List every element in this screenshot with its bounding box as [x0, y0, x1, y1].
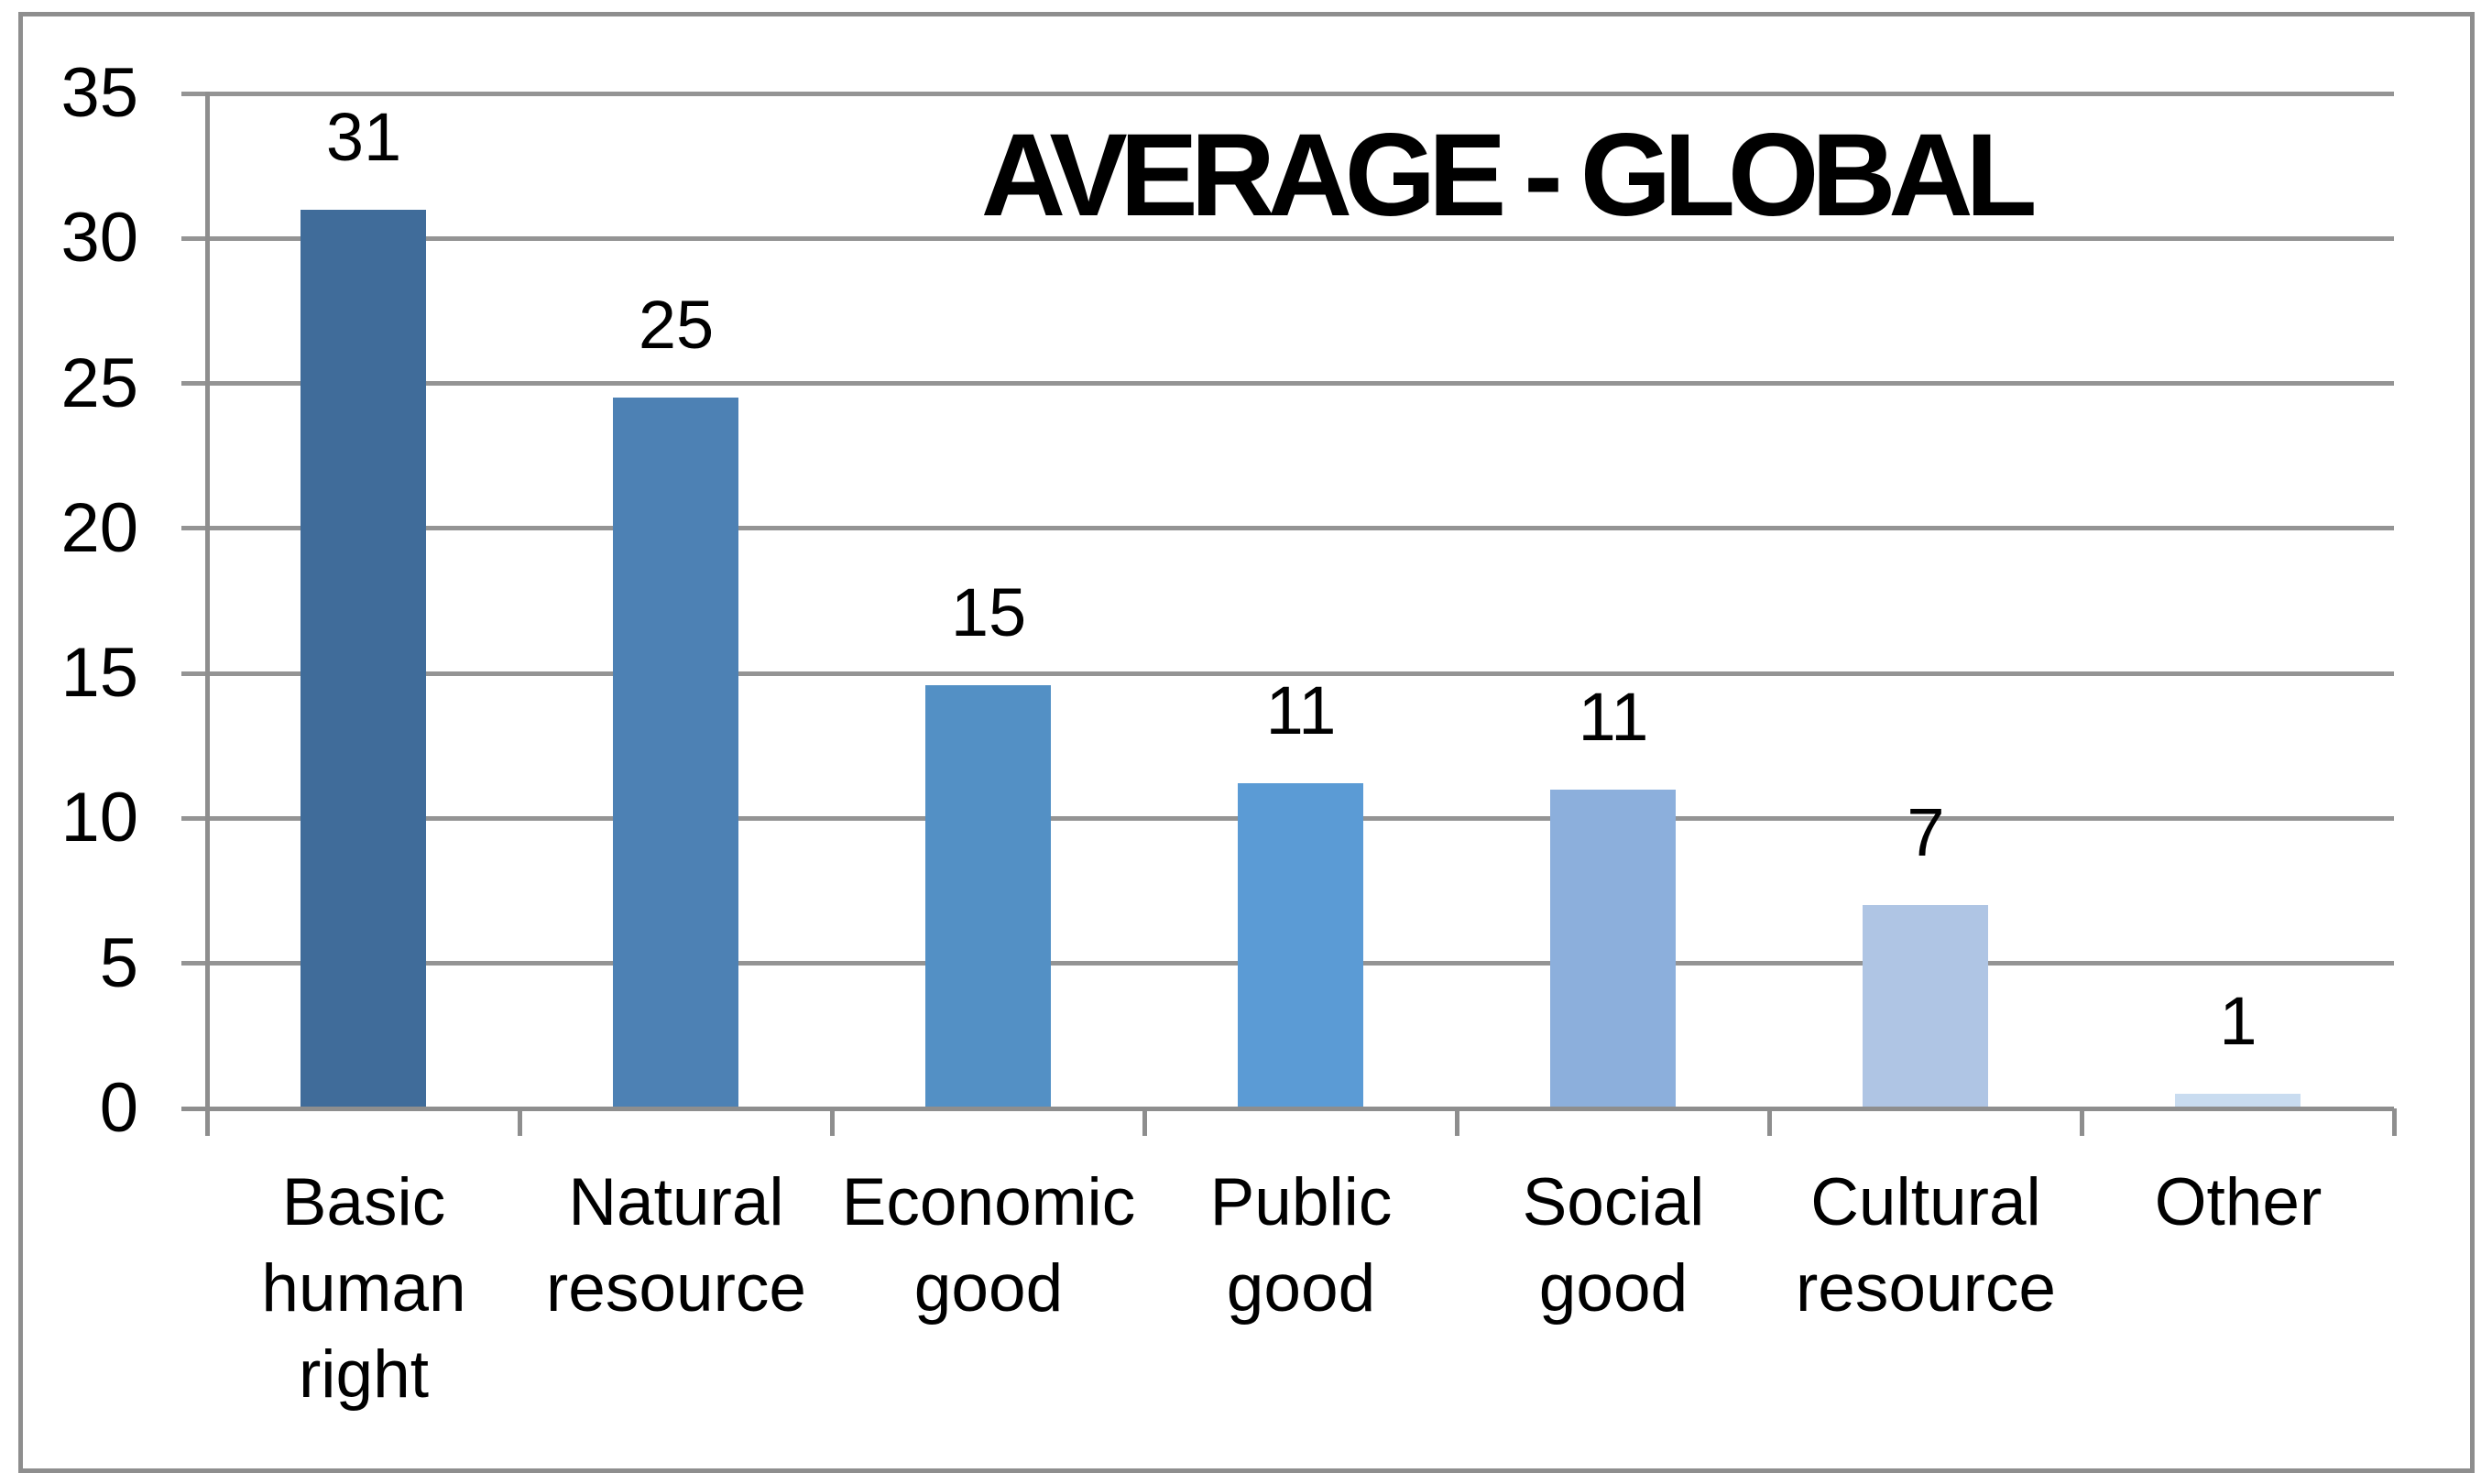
y-axis-label: 5	[99, 923, 138, 1002]
bar-public-good	[1238, 783, 1363, 1108]
category-tick	[829, 1108, 835, 1136]
category-label-natural-resource: Natural resource	[545, 1165, 806, 1326]
y-axis-label: 35	[60, 54, 138, 132]
data-label-natural-resource: 25	[638, 287, 715, 364]
category-label-public-good: Public good	[1209, 1165, 1393, 1326]
data-label-basic-human-right: 31	[325, 98, 402, 175]
y-axis-line	[204, 91, 210, 1136]
category-label-other: Other	[2154, 1165, 2323, 1239]
x-axis-line	[181, 1106, 2394, 1111]
data-label-cultural-resource: 7	[1907, 794, 1945, 871]
bar-natural-resource	[613, 398, 738, 1108]
category-tick	[1142, 1108, 1147, 1136]
data-label-public-good: 11	[1265, 672, 1337, 749]
data-label-other: 1	[2219, 983, 2257, 1060]
chart-title: AVERAGE - GLOBAL	[980, 110, 2038, 241]
category-label-basic-human-right: Basic human right	[261, 1165, 466, 1412]
category-label-economic-good: Economic good	[841, 1165, 1136, 1326]
bar-cultural-resource	[1863, 905, 1988, 1108]
major-gridline	[181, 381, 2394, 387]
bar-basic-human-right	[301, 209, 426, 1108]
bar-social-good	[1550, 789, 1676, 1108]
chart-border	[18, 12, 2475, 1473]
category-tick	[204, 1108, 210, 1136]
data-label-economic-good: 15	[950, 573, 1027, 650]
category-tick	[2079, 1108, 2084, 1136]
category-label-cultural-resource: Cultural resource	[1795, 1165, 2056, 1326]
category-tick	[2391, 1108, 2397, 1136]
y-axis-label: 10	[60, 779, 138, 857]
category-tick	[517, 1108, 522, 1136]
y-axis-label: 30	[60, 199, 138, 278]
major-gridline	[181, 526, 2394, 531]
category-label-social-good: Social good	[1522, 1165, 1705, 1326]
category-tick	[1766, 1108, 1772, 1136]
category-tick	[1454, 1108, 1459, 1136]
data-label-social-good: 11	[1578, 678, 1649, 755]
major-gridline	[181, 671, 2394, 676]
bar-economic-good	[925, 684, 1051, 1108]
major-gridline	[181, 91, 2394, 96]
y-axis-label: 25	[60, 344, 138, 422]
major-gridline	[181, 235, 2394, 241]
y-axis-label: 0	[99, 1069, 138, 1147]
y-axis-label: 20	[60, 488, 138, 567]
bar-other	[2175, 1094, 2301, 1108]
y-axis-label: 15	[60, 634, 138, 713]
